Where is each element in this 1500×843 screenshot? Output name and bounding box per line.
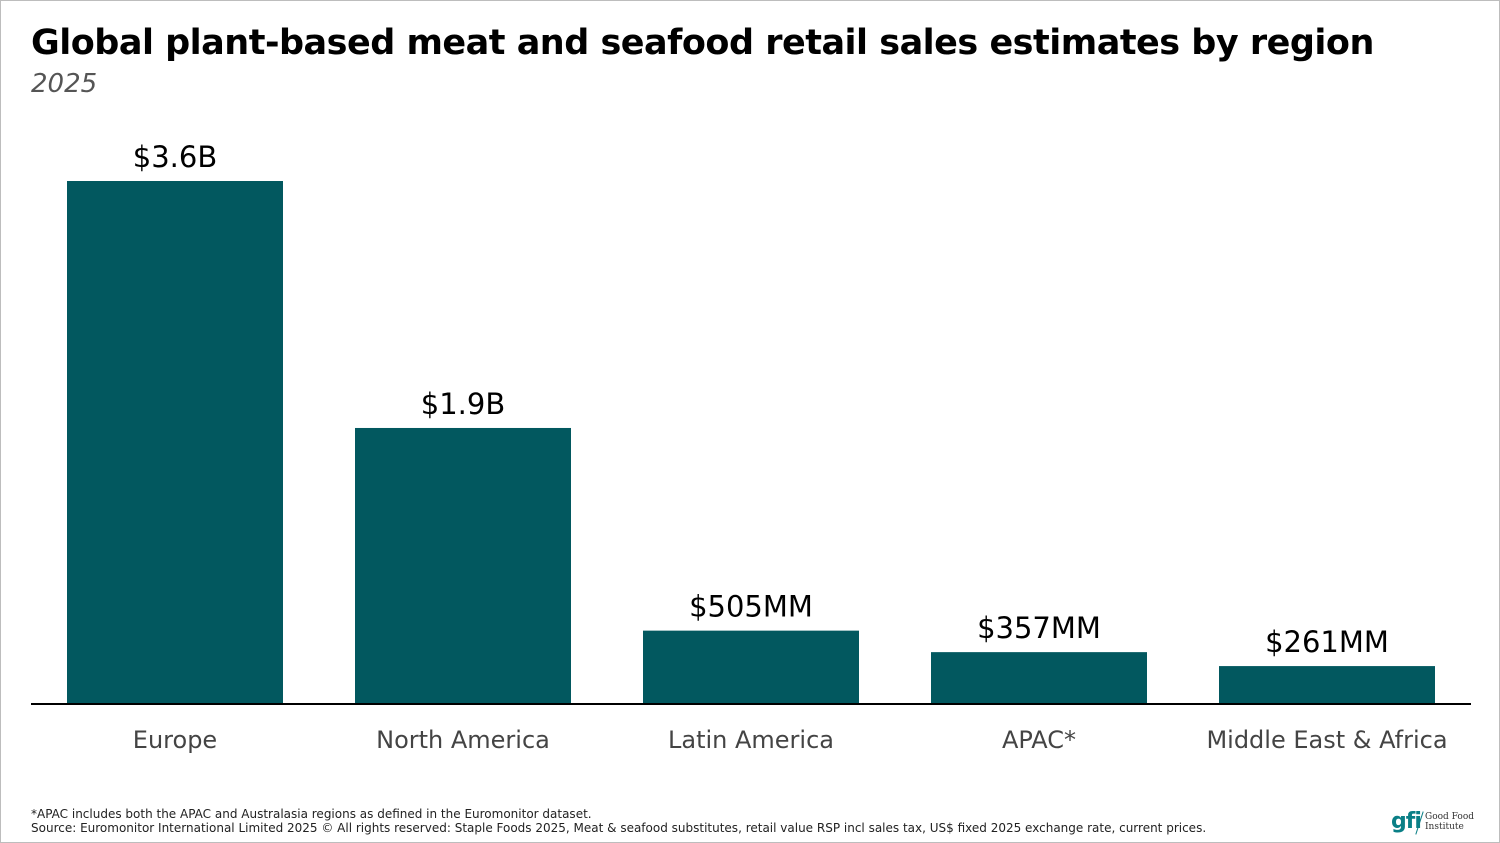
footnote: *APAC includes both the APAC and Austral… <box>31 807 1206 835</box>
category-label: Middle East & Africa <box>1206 726 1447 754</box>
chart-title: Global plant-based meat and seafood reta… <box>31 23 1374 63</box>
category-label: Europe <box>133 726 217 754</box>
bar-middle-east-africa <box>1219 666 1435 704</box>
bar-latin-america <box>643 630 859 704</box>
logo-line-1: Good Food <box>1425 812 1474 822</box>
gfi-logo: gfi Good Food Institute <box>1391 809 1474 837</box>
data-label: $1.9B <box>421 387 505 421</box>
apac-note: *APAC includes both the APAC and Austral… <box>31 807 592 821</box>
logo-line-2: Institute <box>1425 822 1464 832</box>
bar-apac <box>931 652 1147 704</box>
category-label: North America <box>376 726 550 754</box>
bar-north-america <box>355 427 571 704</box>
category-label: APAC* <box>1002 726 1076 754</box>
data-label: $505MM <box>689 590 813 624</box>
data-label: $261MM <box>1265 625 1389 659</box>
gfi-logo-name: Good Food Institute <box>1425 812 1474 832</box>
source-note: Source: Euromonitor International Limite… <box>31 821 1207 835</box>
data-label: $3.6B <box>133 140 217 174</box>
chart-subtitle: 2025 <box>31 69 98 99</box>
bar-chart: $3.6B Europe $1.9B North America $505MM Latin… <box>31 140 1471 754</box>
bar-europe <box>67 181 283 704</box>
data-label: $357MM <box>977 611 1101 645</box>
category-label: Latin America <box>668 726 834 754</box>
